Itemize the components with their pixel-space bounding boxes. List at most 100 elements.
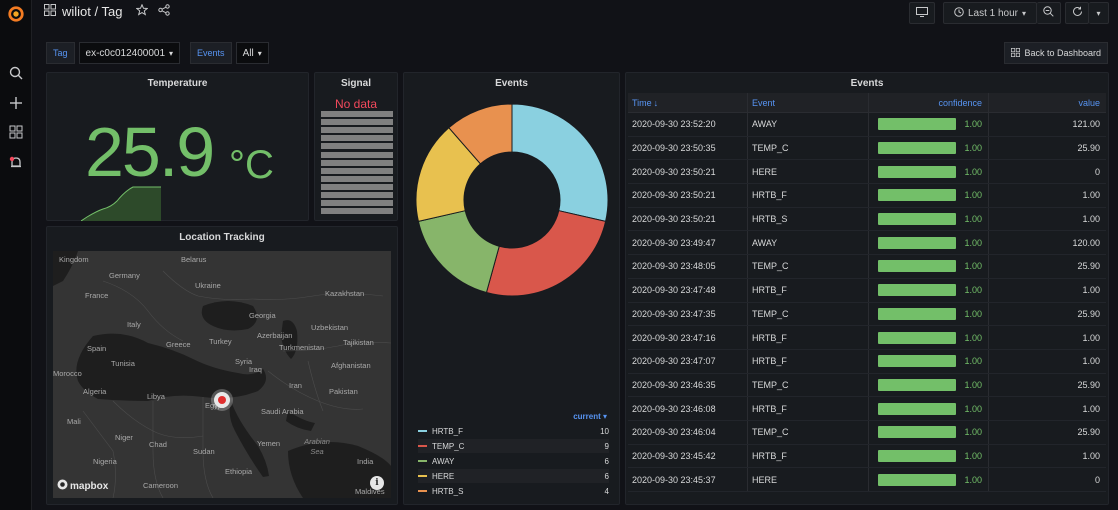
map-view[interactable]: Kingdom Belarus Germany Ukraine France Kazakh…: [53, 251, 391, 498]
signal-bar: [321, 192, 393, 198]
map-label: Nigeria: [93, 457, 117, 466]
refresh-button[interactable]: [1065, 2, 1089, 24]
table-row: 2020-09-30 23:47:16 HRTB_F 1.00 1.00: [628, 326, 1106, 350]
map-label: Mali: [67, 417, 81, 426]
dashboards-icon[interactable]: [6, 122, 26, 142]
back-to-dashboard-button[interactable]: Back to Dashboard: [1004, 42, 1108, 64]
signal-bars: [321, 111, 393, 217]
tv-mode-button[interactable]: [909, 2, 935, 24]
legend-swatch: [418, 490, 427, 492]
pie-slice-hrtb-s[interactable]: [448, 103, 513, 165]
map-label: Sudan: [193, 447, 215, 456]
map-info-icon[interactable]: i: [370, 476, 384, 490]
mapbox-attribution[interactable]: mapbox: [57, 479, 108, 493]
legend-name: AWAY: [432, 456, 455, 466]
cell-event: HRTB_F: [748, 397, 869, 420]
table-row: 2020-09-30 23:48:05 TEMP_C 1.00 25.90: [628, 255, 1106, 279]
map-label: Iran: [289, 381, 302, 390]
zoom-out-button[interactable]: [1037, 2, 1061, 24]
temperature-panel-title[interactable]: Temperature: [147, 78, 208, 89]
legend-name: HERE: [432, 471, 455, 481]
signal-panel-title[interactable]: Signal: [340, 78, 371, 89]
cell-event: TEMP_C: [748, 255, 869, 278]
star-icon[interactable]: [135, 3, 149, 19]
cell-event: HRTB_F: [748, 349, 869, 373]
dashboard-grid-icon: [44, 4, 56, 19]
cell-value: 25.90: [1077, 261, 1100, 272]
events-variable-select[interactable]: All ▾: [235, 42, 269, 64]
confidence-bar: [878, 426, 957, 439]
plus-icon[interactable]: [6, 93, 26, 113]
signal-bar: [321, 200, 393, 207]
location-panel-title[interactable]: Location Tracking: [179, 232, 265, 243]
signal-bar: [321, 151, 393, 158]
table-row: 2020-09-30 23:46:08 HRTB_F 1.00 1.00: [628, 397, 1106, 421]
events-table-title[interactable]: Events: [850, 78, 884, 89]
alerting-bell-icon[interactable]: [6, 153, 26, 173]
cell-value: 120.00: [1072, 237, 1100, 248]
confidence-bar: [878, 260, 957, 273]
tag-variable-select[interactable]: ex-c0c012400001 ▾: [78, 42, 181, 64]
map-label: Tajikistan: [343, 338, 374, 347]
column-header-event[interactable]: Event: [748, 93, 869, 112]
search-icon[interactable]: [6, 63, 26, 83]
cell-value: 25.90: [1077, 379, 1100, 390]
map-label: Yemen: [257, 439, 281, 448]
cell-time: 2020-09-30 23:46:35: [628, 373, 748, 397]
map-label: Arabian Sea: [304, 437, 330, 456]
dashboard-title[interactable]: wiliot / Tag: [62, 4, 123, 19]
map-label: Italy: [127, 320, 141, 329]
refresh-interval-dropdown[interactable]: ▾: [1089, 2, 1109, 24]
cell-event: HERE: [748, 468, 869, 491]
temperature-unit: °C: [229, 143, 274, 187]
cell-confidence: 1.00: [869, 136, 989, 160]
map-label: Algeria: [83, 387, 107, 396]
column-header-confidence[interactable]: confidence: [869, 93, 989, 112]
legend-item[interactable]: HRTB_S 4: [418, 484, 609, 498]
zoom-out-icon: [1043, 6, 1054, 20]
signal-bar: [321, 208, 393, 215]
cell-event: HERE: [748, 160, 869, 184]
table-body: 2020-09-30 23:52:20 AWAY 1.00 121.00 2020-09…: [628, 113, 1106, 492]
map-label: Egypt: [205, 401, 225, 410]
legend-item[interactable]: HERE 6: [418, 469, 609, 483]
column-header-time[interactable]: Time ↓: [628, 93, 748, 112]
column-header-value[interactable]: value: [1078, 97, 1100, 108]
legend-item[interactable]: TEMP_C 9: [418, 439, 609, 453]
signal-bar: [321, 119, 393, 126]
pie-slice-hrtb-f[interactable]: [511, 103, 609, 222]
map-label: Georgia: [249, 311, 276, 320]
signal-bar: [321, 167, 393, 174]
map-label: Spain: [87, 344, 107, 353]
cell-time: 2020-09-30 23:46:08: [628, 397, 748, 420]
table-row: 2020-09-30 23:49:47 AWAY 1.00 120.00: [628, 231, 1106, 256]
legend-item[interactable]: HRTB_F 10: [418, 424, 609, 438]
map-label: Libya: [147, 392, 165, 401]
legend-swatch: [418, 460, 427, 462]
cell-confidence: 1.00: [869, 302, 989, 326]
clock-icon: [954, 6, 964, 20]
legend-item[interactable]: AWAY 6: [418, 454, 609, 468]
pie-slice-temp-c[interactable]: [485, 210, 607, 297]
cell-value: 25.90: [1077, 427, 1100, 438]
pie-slice-away[interactable]: [417, 210, 500, 294]
chevron-down-icon: ▾: [1022, 8, 1027, 18]
map-label: France: [85, 291, 109, 300]
events-table: Time ↓ Event confidence value 2020-09-30 …: [628, 93, 1106, 492]
cell-confidence: 1.00: [869, 444, 989, 468]
cell-time: 2020-09-30 23:45:42: [628, 444, 748, 468]
time-range-picker[interactable]: Last 1 hour ▾: [943, 2, 1037, 24]
events-pie-title[interactable]: Events: [495, 78, 528, 89]
legend-sort-current[interactable]: current ▾: [573, 412, 607, 421]
dashboard-grid-icon: [1011, 47, 1021, 59]
cell-confidence: 1.00: [869, 326, 989, 349]
location-marker[interactable]: [214, 392, 230, 408]
cell-time: 2020-09-30 23:52:20: [628, 113, 748, 136]
table-row: 2020-09-30 23:50:21 HERE 1.00 0: [628, 160, 1106, 185]
legend-name: HRTB_S: [432, 486, 464, 496]
grafana-logo-icon[interactable]: [6, 4, 26, 24]
cell-time: 2020-09-30 23:47:07: [628, 349, 748, 373]
cell-value: 0: [1094, 166, 1100, 177]
share-icon[interactable]: [158, 4, 171, 19]
confidence-bar: [878, 473, 957, 486]
